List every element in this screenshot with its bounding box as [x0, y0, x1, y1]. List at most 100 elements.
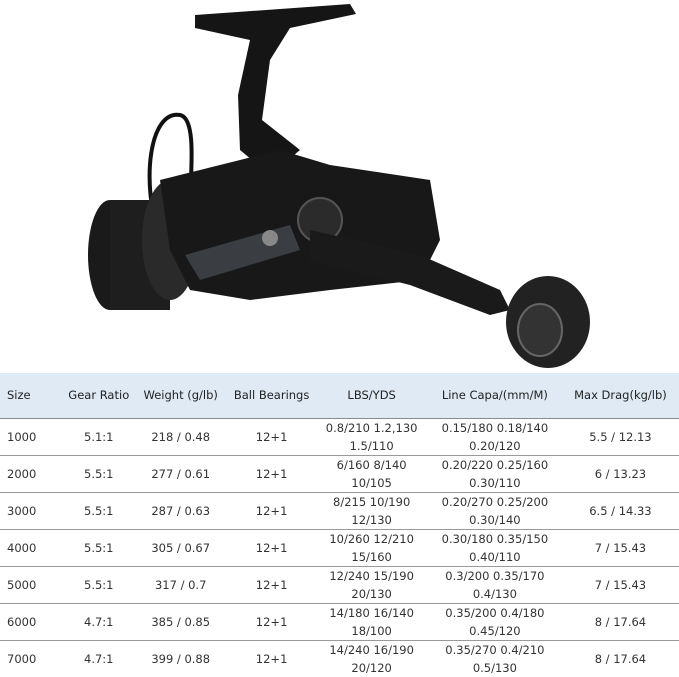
cell-gear-ratio: 5.5:1 [63, 454, 134, 492]
cell-lbs-yds: 14/240 16/190 20/120 [315, 639, 428, 677]
cell-lbs-yds: 6/160 8/140 10/105 [315, 454, 428, 492]
cell-text: 10/260 12/210 [329, 531, 414, 546]
cell-text: 18/100 [351, 623, 392, 638]
cell-gear-ratio: 5.5:1 [63, 528, 134, 566]
cell-text: 8/215 10/190 [333, 494, 411, 509]
cell-size: 5000 [0, 565, 64, 603]
cell-text: 8 / 17.64 [594, 651, 647, 666]
cell-text: 3000 [7, 503, 37, 518]
cell-gear-ratio: 4.7:1 [63, 602, 134, 640]
header-ball-bearings: Ball Bearings [233, 388, 310, 403]
cell-text: 0.45/120 [469, 623, 521, 638]
cell-text: 14/240 16/190 [329, 642, 414, 657]
cell-size: 3000 [0, 491, 64, 529]
table-row: 4000 5.5:1 305 / 0.67 12+1 10/260 12/210 15/1… [0, 528, 679, 566]
cell-text: 218 / 0.48 [151, 429, 211, 444]
cell-text: 4000 [7, 540, 37, 555]
cell-max-drag: 7 / 15.43 [561, 565, 679, 603]
cell-text: 0.20/220 0.25/160 [441, 457, 549, 472]
cell-ball-bearings: 12+1 [227, 417, 316, 455]
table-row: 2000 5.5:1 277 / 0.61 12+1 6/160 8/140 10/105… [0, 454, 679, 492]
table-row: 7000 4.7:1 399 / 0.88 12+1 14/240 16/190 20/1… [0, 639, 679, 677]
cell-max-drag: 5.5 / 12.13 [561, 417, 679, 455]
cell-text: 0.4/130 [472, 586, 517, 601]
cell-size: 1000 [0, 417, 64, 455]
cell-size: 2000 [0, 454, 64, 492]
cell-text: 385 / 0.85 [151, 614, 211, 629]
cell-text: 0.3/200 0.35/170 [445, 568, 545, 583]
cell-text: 8 / 17.64 [594, 614, 647, 629]
header-gear-ratio: Gear Ratio [68, 388, 130, 403]
cell-max-drag: 6.5 / 14.33 [561, 491, 679, 529]
header-max-drag: Max Drag(kg/lb) [574, 388, 667, 403]
cell-text: 0.8/210 1.2,130 [325, 420, 418, 435]
cell-text: 5.5:1 [84, 503, 114, 518]
cell-lbs-yds: 10/260 12/210 15/160 [315, 528, 428, 566]
cell-text: 5.5:1 [84, 577, 114, 592]
cell-text: 12+1 [255, 466, 288, 481]
cell-text: 6.5 / 14.33 [589, 503, 652, 518]
cell-text: 20/120 [351, 660, 392, 675]
cell-text: 0.15/180 0.18/140 [441, 420, 549, 435]
cell-text: 12/240 15/190 [329, 568, 414, 583]
table-row: 6000 4.7:1 385 / 0.85 12+1 14/180 16/140 18/1… [0, 602, 679, 640]
cell-size: 7000 [0, 639, 64, 677]
cell-max-drag: 6 / 13.23 [561, 454, 679, 492]
cell-text: 12+1 [255, 614, 288, 629]
table-row: 3000 5.5:1 287 / 0.63 12+1 8/215 10/190 12/13… [0, 491, 679, 529]
cell-lbs-yds: 12/240 15/190 20/130 [315, 565, 428, 603]
cell-weight: 277 / 0.61 [133, 454, 228, 492]
header-weight: Weight (g/lb) [143, 388, 218, 403]
table-row: 5000 5.5:1 317 / 0.7 12+1 12/240 15/190 20/13… [0, 565, 679, 603]
cell-text: 277 / 0.61 [151, 466, 211, 481]
cell-weight: 317 / 0.7 [133, 565, 228, 603]
cell-line-capacity: 0.3/200 0.35/170 0.4/130 [427, 565, 562, 603]
cell-text: 0.30/140 [469, 512, 521, 527]
cell-text: 5.5:1 [84, 540, 114, 555]
cell-max-drag: 7 / 15.43 [561, 528, 679, 566]
cell-text: 399 / 0.88 [151, 651, 211, 666]
cell-gear-ratio: 5.1:1 [63, 417, 134, 455]
cell-max-drag: 8 / 17.64 [561, 602, 679, 640]
cell-text: 12+1 [255, 540, 288, 555]
header-lbs-yds: LBS/YDS [347, 388, 396, 403]
cell-gear-ratio: 5.5:1 [63, 491, 134, 529]
cell-ball-bearings: 12+1 [227, 528, 316, 566]
cell-text: 7 / 15.43 [594, 577, 647, 592]
cell-text: 5.1:1 [84, 429, 114, 444]
cell-line-capacity: 0.20/270 0.25/200 0.30/140 [427, 491, 562, 529]
fishing-reel-image [88, 4, 590, 368]
cell-gear-ratio: 5.5:1 [63, 565, 134, 603]
table-row: 1000 5.1:1 218 / 0.48 12+1 0.8/210 1.2,130 1.… [0, 417, 679, 455]
cell-line-capacity: 0.30/180 0.35/150 0.40/110 [427, 528, 562, 566]
cell-text: 0.30/110 [469, 475, 521, 490]
cell-text: 5000 [7, 577, 37, 592]
cell-text: 12+1 [255, 429, 288, 444]
cell-text: 7 / 15.43 [594, 540, 647, 555]
cell-size: 4000 [0, 528, 64, 566]
cell-text: 5.5 / 12.13 [589, 429, 652, 444]
cell-text: 0.30/180 0.35/150 [441, 531, 549, 546]
cell-weight: 385 / 0.85 [133, 602, 228, 640]
cell-text: 305 / 0.67 [151, 540, 211, 555]
cell-text: 12+1 [255, 577, 288, 592]
cell-text: 4.7:1 [84, 651, 114, 666]
cell-text: 15/160 [351, 549, 392, 564]
cell-text: 12+1 [255, 503, 288, 518]
cell-text: 5.5:1 [84, 466, 114, 481]
cell-line-capacity: 0.15/180 0.18/140 0.20/120 [427, 417, 562, 455]
cell-text: 287 / 0.63 [151, 503, 211, 518]
header-size: Size [7, 388, 31, 403]
cell-text: 6 / 13.23 [594, 466, 647, 481]
cell-text: 0.5/130 [472, 660, 517, 675]
cell-lbs-yds: 14/180 16/140 18/100 [315, 602, 428, 640]
cell-weight: 399 / 0.88 [133, 639, 228, 677]
cell-text: 0.40/110 [469, 549, 521, 564]
cell-text: 10/105 [351, 475, 392, 490]
cell-text: 6/160 8/140 [336, 457, 407, 472]
table-header-row: Size Gear Ratio Weight (g/lb) Ball Beari… [0, 373, 679, 418]
cell-size: 6000 [0, 602, 64, 640]
cell-weight: 218 / 0.48 [133, 417, 228, 455]
cell-line-capacity: 0.35/270 0.4/210 0.5/130 [427, 639, 562, 677]
cell-line-capacity: 0.35/200 0.4/180 0.45/120 [427, 602, 562, 640]
